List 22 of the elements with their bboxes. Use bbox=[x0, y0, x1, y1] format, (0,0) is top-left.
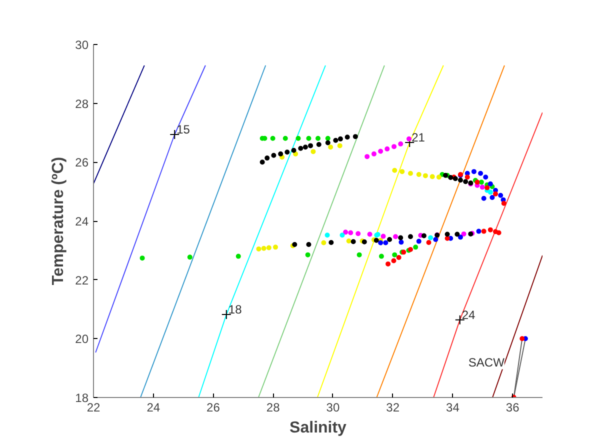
y-tick-label: 20 bbox=[75, 332, 89, 346]
y-tick-label: 18 bbox=[75, 391, 89, 405]
x-tick-label: 26 bbox=[206, 400, 220, 414]
y-tick-label: 26 bbox=[75, 156, 89, 170]
y-tick-label: 22 bbox=[75, 273, 89, 288]
x-tick-label: 34 bbox=[446, 400, 460, 414]
annotation: 24 bbox=[462, 308, 476, 322]
y-tick-label: 24 bbox=[75, 214, 89, 228]
annotation: 18 bbox=[228, 302, 242, 317]
y-axis-title: Temperature (ºC) bbox=[50, 156, 68, 286]
y-tick-label: 28 bbox=[75, 96, 89, 111]
x-axis-title: Salinity bbox=[290, 420, 347, 436]
x-tick-label: 36 bbox=[506, 400, 520, 414]
x-tick-label: 28 bbox=[266, 400, 280, 414]
annotation: SACW bbox=[468, 355, 506, 370]
annotation: 21 bbox=[412, 130, 426, 144]
x-tick-label: 24 bbox=[146, 400, 160, 414]
x-tick-label: 32 bbox=[386, 400, 400, 414]
x-tick-label: 30 bbox=[326, 400, 340, 414]
annotation: 15 bbox=[176, 122, 190, 137]
y-tick-label: 30 bbox=[75, 38, 89, 52]
x-tick-label: 22 bbox=[86, 400, 100, 414]
